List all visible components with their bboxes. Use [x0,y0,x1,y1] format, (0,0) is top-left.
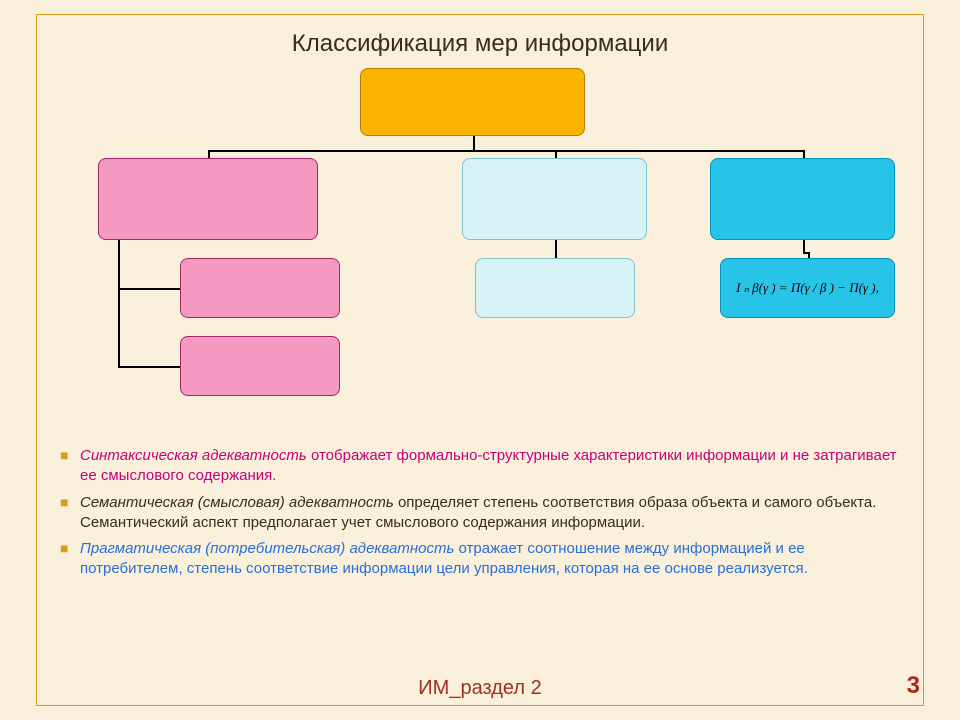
bullet-text: Семантическая (смысловая) адекватность о… [80,493,900,534]
connector [473,150,805,152]
bullet-term: Семантическая (смысловая) адекватность [80,494,394,511]
bullet-term: Прагматическая (потребительская) адекват… [80,540,454,557]
footer-text: ИМ_раздел 2 [0,677,960,700]
connector [555,240,557,252]
bullet-term: Синтаксическая адекватность [80,447,307,464]
bullet-text: Синтаксическая адекватность отображает ф… [80,446,900,487]
bullet-marker-icon: ■ [60,539,80,580]
connector [118,240,120,366]
slide: Классификация мер информации I ₙ β(γ ) =… [0,0,960,720]
connector [208,150,210,158]
node-syn_c1 [180,258,340,318]
connector [803,150,805,158]
bullet-text: Прагматическая (потребительская) адекват… [80,539,900,580]
bullet-list: ■Синтаксическая адекватность отображает … [60,446,900,586]
connector [808,252,810,258]
node-sem [462,158,647,240]
slide-title: Классификация мер информации [0,30,960,58]
bullet-marker-icon: ■ [60,446,80,487]
bullet-marker-icon: ■ [60,493,80,534]
node-prag [710,158,895,240]
page-number: 3 [907,672,920,700]
bullet-item: ■Синтаксическая адекватность отображает … [60,446,900,487]
connector [118,288,180,290]
connector [473,136,475,150]
node-syn [98,158,318,240]
connector [208,150,475,152]
connector [803,240,805,252]
bullet-item: ■Семантическая (смысловая) адекватность … [60,493,900,534]
bullet-item: ■Прагматическая (потребительская) адеква… [60,539,900,580]
connector [555,252,557,258]
node-sem_c1 [475,258,635,318]
connector [118,366,180,368]
node-prag_c1: I ₙ β(γ ) = П(γ / β ) − П(γ ), [720,258,895,318]
node-root [360,68,585,136]
node-syn_c2 [180,336,340,396]
